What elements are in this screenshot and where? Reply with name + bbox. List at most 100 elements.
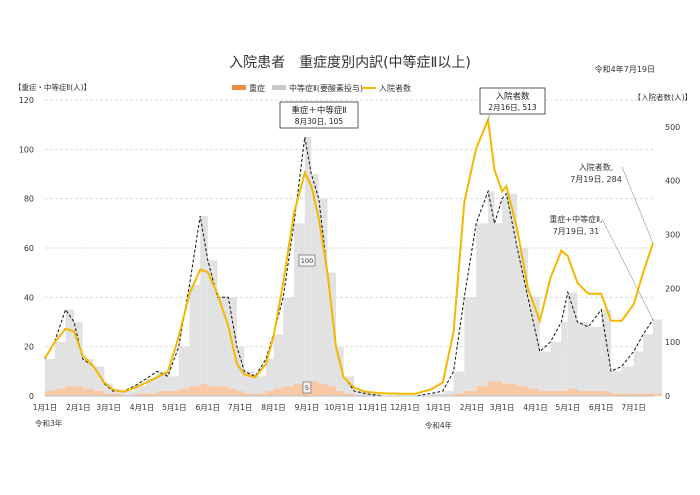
moderate-bar bbox=[494, 223, 503, 382]
x-tick-label: 7月1日 bbox=[621, 403, 646, 412]
moderate-bar bbox=[255, 376, 266, 394]
right-tick-label: 100 bbox=[665, 338, 680, 347]
severe-bar bbox=[228, 388, 237, 396]
left-tick-label: 120 bbox=[19, 96, 34, 105]
severe-bar bbox=[327, 386, 337, 396]
right-tick-label: 200 bbox=[665, 284, 680, 293]
x-tick-label: 2月1日 bbox=[66, 403, 91, 412]
moderate-bar bbox=[561, 322, 568, 392]
moderate-bar bbox=[311, 174, 319, 382]
left-axis-label: 【重症・中等症Ⅱ(人)】 bbox=[14, 82, 91, 92]
year-label: 令和3年 bbox=[35, 418, 63, 428]
moderate-bar bbox=[294, 223, 305, 384]
annotation-text: 7月19日, 284 bbox=[570, 175, 622, 184]
severe-bar bbox=[294, 383, 305, 396]
left-tick-label: 60 bbox=[24, 244, 34, 253]
x-tick-label: 11月1日 bbox=[358, 403, 387, 412]
moderate-bar bbox=[527, 297, 540, 389]
severe-bar bbox=[112, 393, 124, 396]
moderate-bar bbox=[354, 391, 366, 396]
severe-bar bbox=[146, 393, 158, 396]
severe-bar bbox=[74, 386, 83, 396]
moderate-bar bbox=[488, 191, 495, 382]
severe-bar bbox=[134, 393, 147, 396]
annotation-title: 入院者数 bbox=[495, 91, 530, 102]
severe-bar bbox=[167, 391, 179, 396]
x-tick-label: 1月1日 bbox=[426, 403, 451, 412]
x-tick-label: 8月1日 bbox=[261, 403, 286, 412]
x-tick-label: 3月1日 bbox=[490, 403, 515, 412]
annotation-title: 重症+中等症Ⅱ, bbox=[549, 214, 602, 224]
severe-bar bbox=[621, 393, 634, 396]
moderate-bar bbox=[476, 223, 489, 387]
legend-label: 中等症Ⅱ(要酸素投与) bbox=[289, 83, 363, 93]
right-axis-label: 【入院者数(人)】 bbox=[634, 92, 692, 102]
legend-label: 重症 bbox=[249, 83, 265, 93]
moderate-bar bbox=[539, 351, 551, 392]
severe-bar bbox=[476, 386, 489, 396]
annotation-box bbox=[479, 87, 546, 115]
x-tick-label: 9月1日 bbox=[295, 403, 320, 412]
right-tick-label: 500 bbox=[665, 123, 680, 132]
annotation-text: 2月16日, 513 bbox=[488, 103, 537, 112]
severe-bar bbox=[453, 393, 465, 396]
severe-bar bbox=[633, 393, 644, 396]
moderate-bar bbox=[643, 334, 653, 394]
value-label: 100 bbox=[301, 257, 313, 265]
x-tick-label: 2月1日 bbox=[460, 403, 485, 412]
severe-bar bbox=[610, 393, 622, 396]
x-tick-label: 6月1日 bbox=[196, 403, 221, 412]
annotation-leader bbox=[621, 166, 654, 244]
moderate-bar bbox=[610, 371, 622, 394]
moderate-bar bbox=[442, 391, 454, 396]
annotation-leader bbox=[601, 218, 654, 320]
left-tick-label: 80 bbox=[24, 195, 34, 204]
x-tick-label: 10月1日 bbox=[325, 403, 354, 412]
severe-bar bbox=[54, 388, 66, 396]
value-label: 5 bbox=[305, 384, 309, 392]
moderate-bar bbox=[517, 248, 528, 387]
severe-bar bbox=[488, 381, 495, 396]
severe-bar bbox=[244, 393, 256, 396]
moderate-bar bbox=[93, 366, 105, 392]
severe-bar bbox=[652, 393, 662, 396]
left-tick-label: 0 bbox=[29, 392, 34, 401]
severe-bar bbox=[643, 393, 653, 396]
annotation-text: 7月19日, 31 bbox=[553, 227, 600, 236]
severe-bar bbox=[45, 391, 55, 396]
moderate-bar bbox=[146, 378, 158, 394]
severe-bar bbox=[502, 383, 507, 396]
left-tick-label: 40 bbox=[24, 293, 34, 302]
severe-bar bbox=[343, 393, 355, 396]
severe-bar bbox=[494, 381, 503, 396]
moderate-bar bbox=[167, 376, 179, 392]
x-tick-label: 6月1日 bbox=[589, 403, 614, 412]
moderate-bar bbox=[82, 359, 94, 389]
x-tick-label: 3月1日 bbox=[96, 403, 121, 412]
moderate-bar bbox=[567, 292, 578, 389]
moderate-bar bbox=[453, 371, 465, 394]
moderate-bar bbox=[283, 297, 295, 387]
moderate-bar bbox=[506, 193, 518, 384]
severe-bar bbox=[65, 386, 75, 396]
hospitalized-line bbox=[44, 116, 654, 395]
moderate-bar bbox=[273, 334, 284, 389]
severe-bar bbox=[588, 391, 602, 396]
moderate-bar bbox=[157, 371, 168, 392]
moderate-bar bbox=[45, 359, 55, 392]
chart-title: 入院患者 重症度別内訳(中等症Ⅱ以上) bbox=[229, 54, 471, 71]
legend-label: 入院者数 bbox=[379, 83, 411, 93]
moderate-bar bbox=[430, 393, 443, 396]
moderate-bar bbox=[65, 309, 75, 387]
right-tick-label: 0 bbox=[665, 392, 670, 401]
value-label-box bbox=[298, 254, 316, 267]
moderate-bar bbox=[318, 198, 328, 384]
moderate-bar bbox=[336, 346, 344, 392]
legend-swatch bbox=[272, 85, 286, 90]
x-tick-label: 1月1日 bbox=[33, 403, 58, 412]
date-label: 令和4年7月19日 bbox=[595, 64, 655, 74]
severe-bar bbox=[336, 391, 344, 396]
legend: 重症 中等症Ⅱ(要酸素投与) 入院者数 bbox=[232, 83, 411, 93]
moderate-bar bbox=[104, 383, 113, 394]
